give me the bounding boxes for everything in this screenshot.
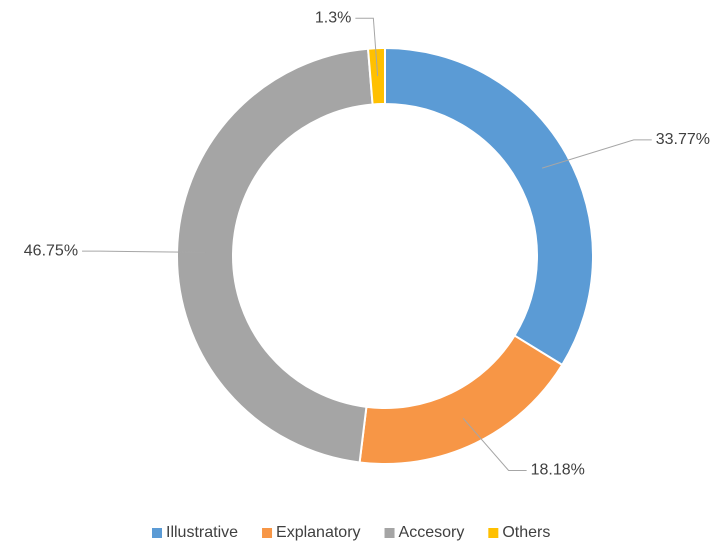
legend-label: Accesory — [399, 524, 465, 541]
donut-slice — [176, 47, 374, 464]
legend-swatch — [384, 528, 395, 538]
data-label: 18.18% — [531, 462, 585, 479]
legend-label: Others — [502, 524, 550, 541]
leader-line — [82, 250, 206, 253]
legend-swatch — [262, 528, 273, 538]
data-label: 46.75% — [24, 242, 78, 259]
donut-slice — [358, 334, 564, 465]
leader-line — [541, 139, 652, 169]
data-label: 33.77% — [656, 131, 710, 148]
leader-line — [462, 417, 527, 471]
legend-label: Illustrative — [166, 524, 238, 541]
leader-line — [355, 17, 379, 77]
legend-swatch — [152, 528, 162, 538]
data-label: 1.3% — [315, 9, 351, 26]
donut-slice — [366, 46, 386, 106]
legend-swatch — [488, 528, 499, 538]
legend-label: Explanatory — [276, 524, 361, 541]
donut-slice — [384, 46, 594, 367]
